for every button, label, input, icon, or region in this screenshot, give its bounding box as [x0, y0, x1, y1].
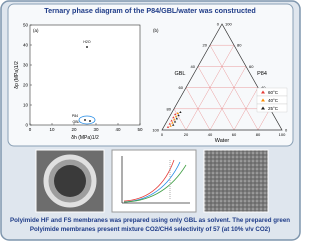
legend-label: 60°C: [268, 90, 279, 95]
x-tick-label: 30: [93, 127, 99, 132]
x-tick-label: 10: [49, 127, 55, 132]
point-label: P84: [72, 114, 78, 118]
data-point: [173, 118, 176, 121]
grid-line: [209, 66, 247, 131]
footer-line: Polyimide HF and FS membranes was prepar…: [10, 217, 290, 224]
sem-image-fs: [203, 149, 269, 213]
graphical-abstract: Ternary phase diagram of the P84/GBL/wat…: [0, 0, 301, 241]
legend-marker: [261, 98, 265, 102]
tick-label: 20: [203, 43, 208, 48]
point: [84, 119, 86, 121]
tick-label: 80: [167, 106, 172, 111]
data-point: [176, 112, 179, 115]
tick-label: 0: [217, 22, 220, 27]
grid-line: [257, 108, 271, 131]
ellipse: [78, 115, 96, 125]
grid-line: [197, 66, 235, 131]
x-tick-label: 0: [29, 127, 32, 132]
point-label: H2O: [83, 40, 90, 44]
plot-a-axes: [29, 24, 141, 126]
data-point: [170, 119, 173, 122]
chart-curves: [121, 156, 190, 204]
y-tick-label: 40: [23, 43, 29, 48]
axis-label: P84: [257, 71, 267, 77]
legend-box: [256, 103, 288, 113]
point-label: GBL: [72, 120, 79, 124]
tick-label: 80: [256, 132, 261, 137]
grid-line: [233, 87, 259, 131]
data-point: [172, 116, 175, 119]
axis-label: Water: [215, 138, 230, 144]
x-tick-label: 40: [115, 127, 121, 132]
data-point: [174, 115, 178, 118]
y-tick-label: 10: [23, 103, 29, 108]
tick-label: 20: [184, 132, 189, 137]
data-point: [168, 122, 171, 125]
tick-label: 40: [208, 132, 213, 137]
data-point: [177, 114, 180, 117]
x-tick-label: 50: [137, 127, 143, 132]
legend-label: 25°C: [268, 106, 279, 111]
point: [89, 120, 91, 122]
title: Ternary phase diagram of the P84/GBL/wat…: [44, 6, 256, 15]
data-point: [175, 117, 178, 120]
axis-label: GBL: [174, 71, 185, 77]
panel-label: (b): [153, 28, 159, 33]
footer-line: Polyimide membranes present mixture CO2/…: [30, 226, 270, 233]
y-label: δp (MPa)1/2: [14, 61, 20, 89]
y-tick-label: 0: [25, 123, 28, 128]
tick-label: 40: [191, 64, 196, 69]
data-point: [169, 124, 172, 127]
point: [86, 46, 88, 48]
legend-label: 40°C: [268, 98, 279, 103]
tick-label: 0: [161, 132, 164, 137]
y-tick-label: 20: [23, 83, 29, 88]
panel-label: (a): [33, 28, 39, 33]
y-tick-label: 50: [23, 23, 29, 28]
tick-label: 0: [285, 128, 288, 133]
grid-line: [173, 108, 187, 131]
tick-label: 100: [279, 132, 286, 137]
data-point: [172, 123, 175, 126]
x-tick-label: 20: [71, 127, 77, 132]
legend-marker: [261, 90, 265, 94]
x-label: δh (MPa)1/2: [71, 135, 99, 141]
y-tick-label: 30: [23, 63, 29, 68]
tick-label: 60: [179, 85, 184, 90]
data-point: [173, 120, 177, 123]
data-point: [179, 110, 182, 113]
data-point: [171, 121, 174, 124]
tick-label: 60: [232, 132, 237, 137]
data-point: [166, 125, 170, 128]
ternary: 010002080204060406040608020801000100GBLP…: [152, 22, 288, 145]
tick-label: 60: [249, 64, 254, 69]
plot-a-ticks: 0 10 20 30 40 50 0 10 20 30 40 50: [23, 23, 143, 133]
tick-label: 40: [261, 85, 266, 90]
tick-label: 100: [152, 128, 159, 133]
legend-marker: [261, 106, 265, 110]
tick-label: 80: [237, 43, 242, 48]
tick-label: 100: [225, 22, 232, 27]
data-point: [174, 113, 177, 116]
lumen: [54, 165, 86, 197]
grid-line: [185, 87, 211, 131]
triangle: [161, 23, 283, 131]
